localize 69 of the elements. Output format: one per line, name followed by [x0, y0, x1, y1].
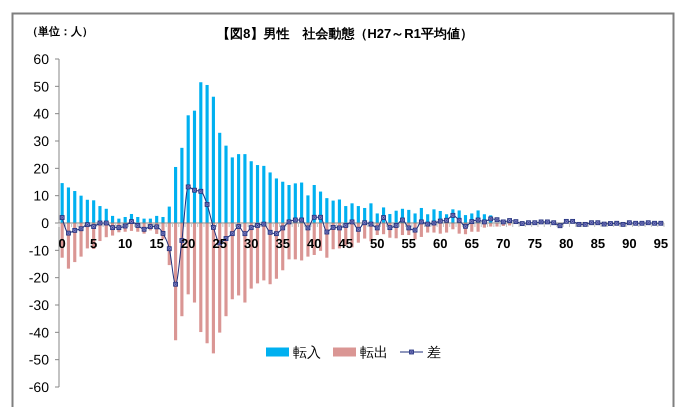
- x-tick-label: 45: [338, 236, 353, 251]
- x-tick-label: 70: [496, 236, 511, 251]
- bar: [243, 154, 246, 223]
- x-tick-label: 75: [528, 236, 542, 251]
- x-tick-label: 15: [149, 236, 164, 251]
- bar: [338, 199, 342, 223]
- bar: [206, 84, 209, 223]
- y-axis-title: （単位：人）: [27, 25, 93, 38]
- y-tick-label: -50: [28, 352, 50, 368]
- bar: [407, 210, 410, 223]
- y-tick-label: 20: [33, 160, 50, 176]
- y-tick-label: 50: [33, 78, 50, 94]
- bar: [206, 223, 209, 344]
- bar: [180, 148, 184, 223]
- y-tick-label: 30: [33, 133, 50, 149]
- bar: [489, 223, 492, 227]
- bar: [268, 172, 272, 223]
- bar: [192, 110, 196, 223]
- y-tick-label: -20: [28, 270, 50, 286]
- x-tick-label: 0: [58, 236, 66, 251]
- bar: [73, 191, 76, 223]
- bar: [451, 223, 454, 230]
- x-tick-label: 80: [559, 236, 574, 251]
- bar: [230, 157, 234, 223]
- bar: [376, 213, 379, 223]
- x-tick-label: 60: [433, 236, 448, 251]
- legend-label: 転入: [293, 344, 321, 360]
- x-tick-label: 10: [118, 236, 132, 251]
- bar: [174, 223, 178, 340]
- bar: [306, 195, 310, 223]
- y-tick-label: -30: [28, 297, 50, 313]
- bar: [274, 178, 278, 223]
- x-tick-label: 90: [622, 236, 637, 251]
- bar: [224, 146, 228, 223]
- bar: [332, 200, 335, 223]
- x-tick-label: 85: [590, 236, 606, 251]
- y-tick-label: 10: [33, 188, 50, 204]
- bar: [212, 96, 215, 223]
- legend-label: 転出: [360, 344, 388, 360]
- bar: [281, 182, 284, 223]
- y-tick-label: 40: [33, 106, 50, 122]
- bar: [186, 115, 190, 223]
- bar: [168, 206, 171, 223]
- x-tick-label: 95: [654, 236, 668, 251]
- y-tick-label: -40: [28, 324, 50, 340]
- y-tick-label: -10: [28, 242, 50, 258]
- x-tick-label: 35: [275, 236, 290, 251]
- bar: [174, 166, 178, 223]
- y-tick-label: 0: [41, 215, 50, 231]
- x-tick-label: 50: [370, 236, 384, 251]
- x-tick-label: 30: [244, 236, 258, 251]
- x-tick-label: 20: [180, 236, 196, 251]
- bar: [356, 206, 360, 223]
- bar: [66, 187, 70, 223]
- x-tick-label: 5: [90, 236, 98, 251]
- legend-label: 差: [427, 344, 441, 360]
- bar: [325, 198, 328, 223]
- y-tick-label: 60: [33, 51, 50, 67]
- bar: [230, 223, 234, 300]
- bar: [218, 132, 222, 223]
- bar: [79, 196, 83, 223]
- bar: [199, 223, 202, 332]
- bar: [250, 161, 253, 223]
- x-tick-label: 65: [464, 236, 480, 251]
- bar: [199, 82, 202, 223]
- x-tick-label: 55: [402, 236, 416, 251]
- x-tick-label: 40: [307, 236, 322, 251]
- chart-title: 【図8】男性 社会動態（H27～R1平均値）: [217, 26, 473, 41]
- y-tick-label: -60: [28, 379, 50, 395]
